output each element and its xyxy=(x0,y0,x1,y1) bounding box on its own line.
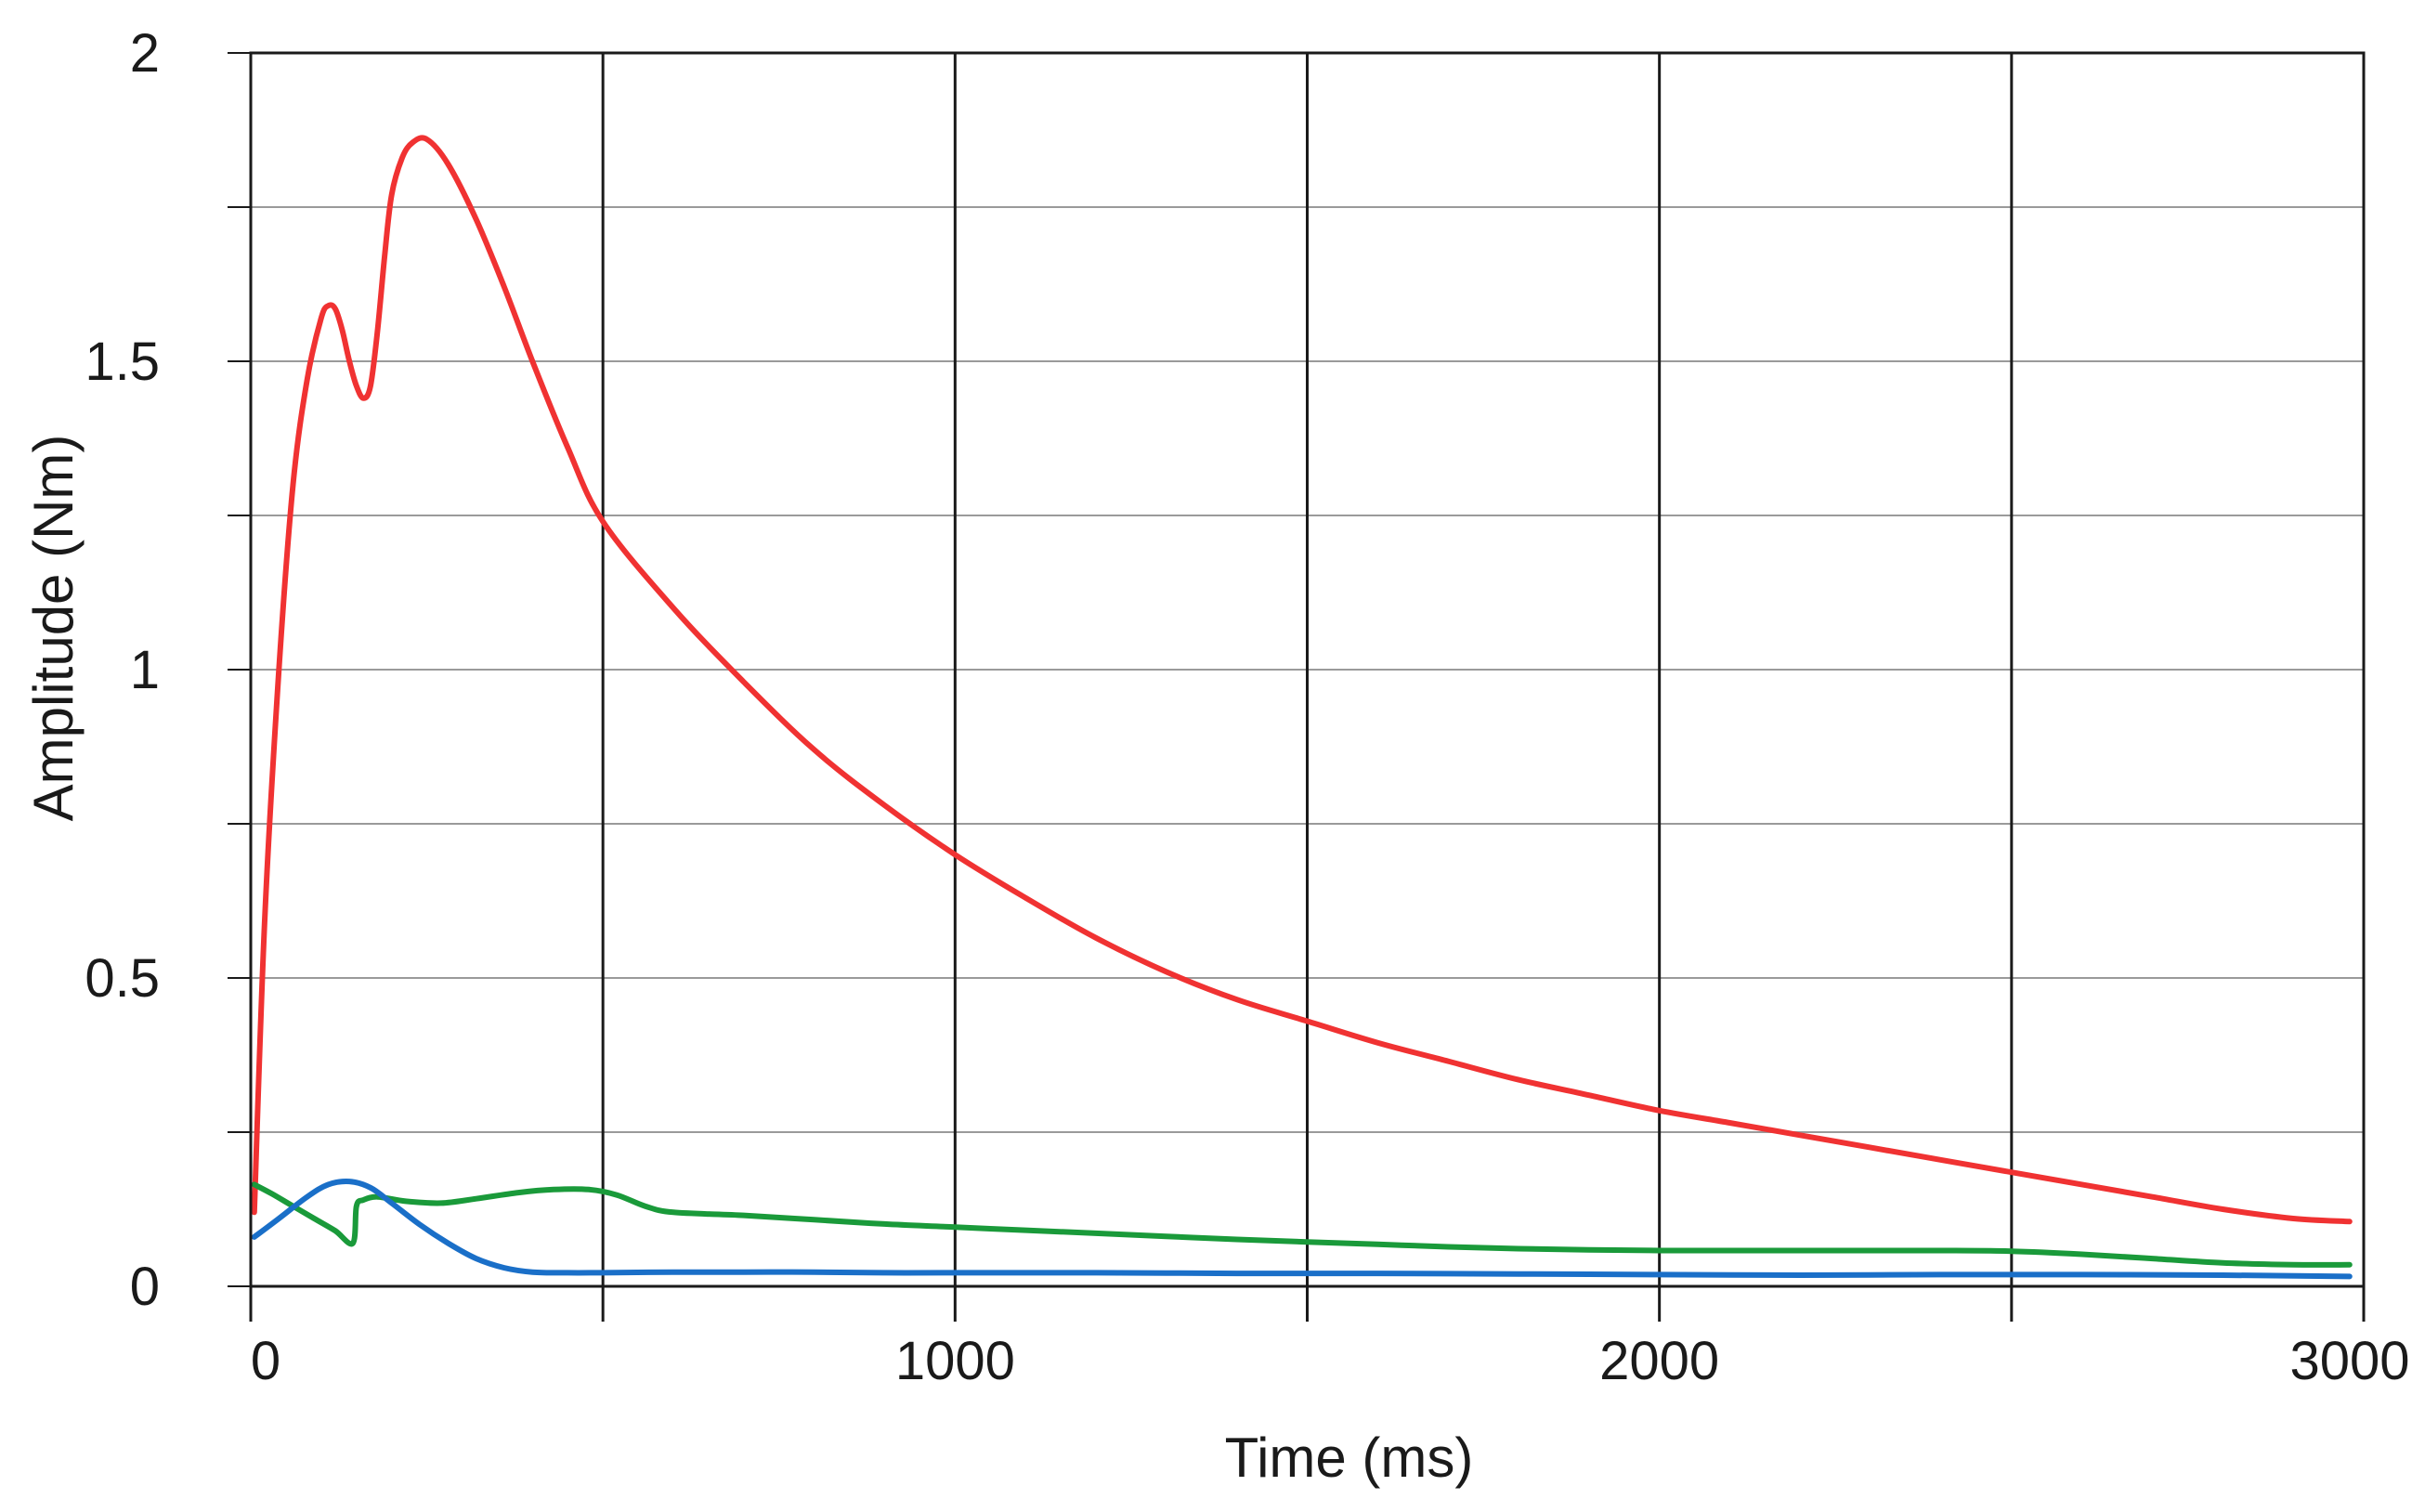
y-tick-label: 0 xyxy=(130,1257,160,1317)
series-layer xyxy=(251,135,2353,1280)
y-tick-label: 0.5 xyxy=(85,948,160,1009)
y-axis-title: Amplitude (Nm) xyxy=(22,435,85,822)
x-tick-label: 2000 xyxy=(1599,1331,1719,1391)
y-tick-label: 1 xyxy=(130,640,160,700)
y-tick-label: 1.5 xyxy=(85,332,160,392)
x-tick-labels: 0 1000 2000 3000 xyxy=(251,1331,2410,1391)
y-tick-labels: 0 0.5 1 1.5 2 xyxy=(85,23,160,1317)
x-tick-label: 3000 xyxy=(2289,1331,2409,1391)
y-tick-label: 2 xyxy=(130,23,160,84)
series-line xyxy=(251,1181,2353,1268)
x-tick-label: 0 xyxy=(251,1331,280,1391)
x-axis-title: Time (ms) xyxy=(1225,1427,1474,1489)
series-line xyxy=(251,135,2353,1225)
plot-frame xyxy=(249,51,2366,1288)
x-tick-label: 1000 xyxy=(895,1331,1015,1391)
series-line xyxy=(251,1178,2353,1280)
axis-ticks xyxy=(228,52,2366,1322)
